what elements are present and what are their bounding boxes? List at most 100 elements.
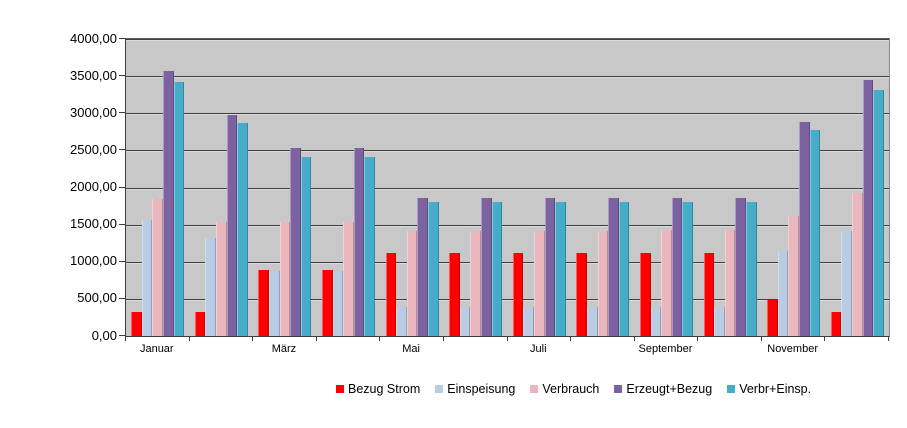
- y-tick: [119, 297, 125, 299]
- x-tick: [252, 337, 254, 341]
- x-tick: [633, 337, 635, 341]
- y-tick: [119, 186, 125, 188]
- bar-verbrauch-juni: [470, 230, 481, 336]
- legend-swatch-verbr-einsp: [727, 385, 736, 393]
- bar-einspeisung-september: [650, 307, 662, 336]
- bar-verbr-einsp-september: [682, 201, 693, 336]
- bar-erzeugt-bezug-dezember: [862, 79, 874, 336]
- bar-verbr-einsp-juni: [491, 201, 503, 336]
- x-tick: [506, 337, 508, 341]
- x-tick: [888, 337, 889, 341]
- x-axis-label-november: November: [767, 343, 818, 355]
- bar-verbr-einsp-m-rz: [300, 157, 312, 336]
- x-axis-label-m-rz: März: [271, 343, 297, 355]
- bar-bezug-strom-juli: [512, 252, 524, 336]
- bar-verbr-einsp-dezember: [873, 89, 884, 336]
- bar-einspeisung-m-rz: [269, 270, 280, 336]
- gridline-y-1500: [126, 224, 889, 226]
- bar-bezug-strom-oktober: [703, 252, 715, 336]
- bar-verbrauch-dezember: [851, 193, 863, 336]
- x-tick: [379, 337, 381, 341]
- legend-item-erzeugt-bezug: Erzeugt+Bezug: [614, 382, 712, 396]
- bar-bezug-strom-november: [767, 299, 778, 336]
- x-tick: [570, 337, 572, 341]
- y-tick: [119, 75, 125, 77]
- bar-verbr-einsp-mai: [428, 201, 439, 336]
- bar-einspeisung-juli: [523, 307, 534, 336]
- bar-bezug-strom-februar: [194, 312, 206, 336]
- bar-bezug-strom-juni: [449, 252, 460, 336]
- legend-label-verbr-einsp: Verbr+Einsp.: [739, 382, 812, 396]
- bar-verbr-einsp-januar: [173, 82, 185, 336]
- legend-item-verbr-einsp: Verbr+Einsp.: [727, 382, 811, 396]
- bar-erzeugt-bezug-oktober: [735, 197, 746, 336]
- bar-verbr-einsp-juli: [555, 201, 566, 336]
- x-tick: [188, 337, 190, 341]
- y-axis-label-1500: 1500,00: [70, 216, 117, 232]
- bar-einspeisung-januar: [141, 220, 153, 336]
- gridline-y-2500: [126, 150, 889, 152]
- y-axis-label-0: 0,00: [91, 327, 117, 343]
- legend-swatch-bezug-strom: [336, 385, 344, 393]
- legend-label-erzeugt-bezug: Erzeugt+Bezug: [626, 382, 713, 396]
- y-tick: [119, 223, 125, 225]
- bar-verbrauch-april: [343, 222, 354, 336]
- bar-einspeisung-april: [332, 270, 344, 336]
- bar-erzeugt-bezug-februar: [226, 114, 238, 336]
- bar-einspeisung-august: [586, 307, 598, 336]
- bar-verbrauch-november: [788, 216, 799, 336]
- y-axis-label-2500: 2500,00: [70, 141, 117, 157]
- bar-verbr-einsp-april: [364, 157, 376, 336]
- bar-bezug-strom-mai: [385, 252, 397, 336]
- bar-verbrauch-februar: [216, 222, 227, 336]
- bar-verbr-einsp-november: [809, 130, 821, 336]
- bar-bezug-strom-april: [322, 269, 333, 336]
- plot-area: [125, 38, 890, 337]
- x-axis-label-juli: Juli: [530, 343, 547, 355]
- legend-label-bezug-strom: Bezug Strom: [348, 382, 421, 396]
- x-tick: [760, 337, 762, 341]
- bar-bezug-strom-august: [576, 252, 587, 336]
- bar-verbr-einsp-februar: [237, 122, 248, 336]
- legend-item-bezug-strom: Bezug Strom: [336, 382, 420, 396]
- gridline-y-2000: [126, 187, 889, 189]
- gridline-y-3000: [126, 113, 889, 115]
- y-axis-label-1000: 1000,00: [70, 253, 117, 269]
- bar-erzeugt-bezug-januar: [163, 70, 174, 336]
- bar-einspeisung-oktober: [714, 307, 725, 336]
- bar-einspeisung-juni: [459, 307, 471, 336]
- gridline-y-3500: [126, 76, 889, 78]
- bar-bezug-strom-januar: [131, 312, 142, 336]
- y-axis-label-4000: 4000,00: [70, 30, 117, 46]
- bar-verbr-einsp-oktober: [745, 201, 757, 336]
- legend-label-einspeisung: Einspeisung: [447, 382, 516, 396]
- bar-verbrauch-september: [661, 229, 672, 336]
- legend-swatch-erzeugt-bezug: [614, 385, 623, 393]
- y-axis-label-3000: 3000,00: [70, 104, 117, 120]
- y-axis-label-3500: 3500,00: [70, 67, 117, 83]
- gridline-y-500: [126, 298, 889, 300]
- bar-erzeugt-bezug-juli: [544, 197, 556, 336]
- bar-erzeugt-bezug-m-rz: [290, 148, 301, 336]
- bar-erzeugt-bezug-november: [798, 122, 810, 336]
- bar-erzeugt-bezug-juni: [481, 197, 492, 336]
- legend-item-einspeisung: Einspeisung: [435, 382, 515, 396]
- legend: Bezug Strom Einspeisung Verbrauch Erzeugt+B…: [336, 382, 811, 396]
- y-axis-label-2000: 2000,00: [70, 179, 117, 194]
- x-axis-label-januar: Januar: [139, 343, 174, 355]
- legend-swatch-einspeisung: [435, 385, 444, 393]
- y-tick: [119, 38, 125, 39]
- bar-verbrauch-august: [597, 230, 609, 336]
- bar-verbrauch-m-rz: [279, 222, 291, 336]
- bar-bezug-strom-m-rz: [258, 269, 270, 336]
- y-tick: [119, 149, 125, 151]
- x-tick: [442, 337, 444, 341]
- bar-einspeisung-mai: [396, 307, 407, 336]
- bar-bezug-strom-september: [639, 252, 651, 336]
- bar-bezug-strom-dezember: [830, 312, 842, 336]
- bar-verbrauch-mai: [406, 230, 418, 336]
- y-tick: [119, 335, 125, 336]
- bar-erzeugt-bezug-mai: [417, 197, 428, 336]
- bar-erzeugt-bezug-april: [353, 148, 365, 336]
- x-axis-label-mai: Mai: [402, 343, 420, 355]
